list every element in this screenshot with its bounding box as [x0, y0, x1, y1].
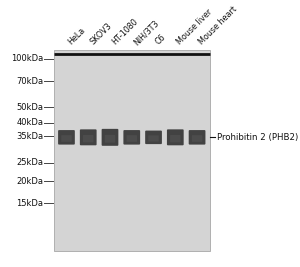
Text: 70kDa: 70kDa [16, 77, 43, 86]
FancyBboxPatch shape [123, 130, 140, 145]
FancyBboxPatch shape [80, 129, 97, 145]
Text: C6: C6 [154, 33, 167, 46]
Text: HeLa: HeLa [67, 26, 87, 46]
Text: 15kDa: 15kDa [16, 199, 43, 208]
Text: 20kDa: 20kDa [16, 177, 43, 186]
FancyBboxPatch shape [170, 135, 181, 142]
FancyBboxPatch shape [61, 135, 72, 142]
FancyBboxPatch shape [167, 129, 184, 145]
Text: Mouse liver: Mouse liver [175, 7, 214, 46]
Text: Mouse heart: Mouse heart [197, 5, 239, 46]
FancyBboxPatch shape [83, 135, 94, 142]
FancyBboxPatch shape [102, 129, 118, 146]
Bar [54, 50, 209, 251]
FancyBboxPatch shape [189, 130, 206, 145]
FancyBboxPatch shape [127, 135, 137, 142]
FancyBboxPatch shape [145, 131, 162, 144]
FancyBboxPatch shape [58, 130, 75, 145]
Text: NIH/3T3: NIH/3T3 [132, 18, 160, 46]
Text: 100kDa: 100kDa [11, 54, 43, 63]
Text: Prohibitin 2 (PHB2): Prohibitin 2 (PHB2) [217, 133, 298, 142]
FancyBboxPatch shape [192, 135, 202, 142]
Text: 40kDa: 40kDa [16, 118, 43, 127]
Text: 35kDa: 35kDa [16, 132, 43, 141]
Text: 25kDa: 25kDa [16, 158, 43, 167]
Text: SKOV3: SKOV3 [88, 21, 113, 46]
Text: 50kDa: 50kDa [16, 103, 43, 112]
FancyBboxPatch shape [105, 135, 115, 143]
FancyBboxPatch shape [148, 135, 159, 142]
Text: HT-1080: HT-1080 [110, 17, 140, 46]
